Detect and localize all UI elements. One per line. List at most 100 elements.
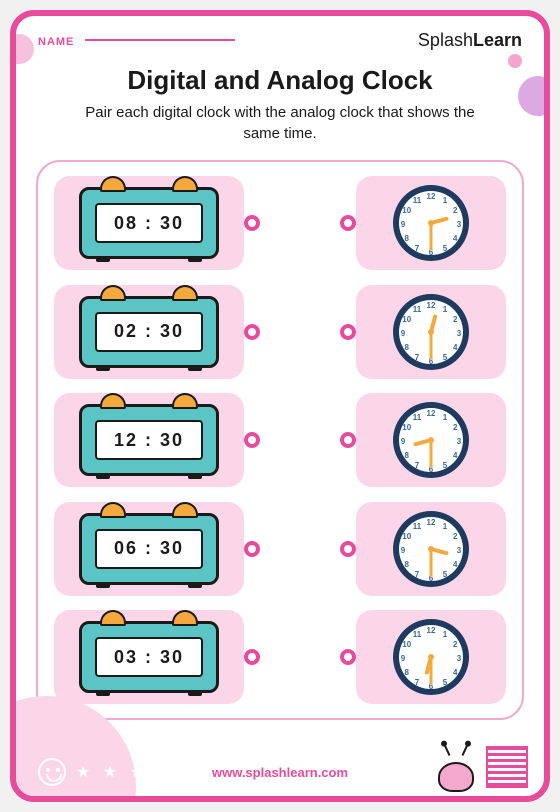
svg-text:9: 9 (401, 546, 406, 555)
connector-ring[interactable] (244, 324, 260, 340)
svg-text:10: 10 (402, 206, 411, 215)
svg-text:2: 2 (453, 315, 458, 324)
matching-area: 08 : 30 123456789101112 02 : 30 12345678 (36, 160, 524, 720)
alarm-clock-icon: 06 : 30 (79, 513, 219, 585)
connector-ring[interactable] (244, 215, 260, 231)
smiley-icon (38, 758, 66, 786)
svg-text:10: 10 (402, 640, 411, 649)
svg-text:10: 10 (402, 532, 411, 541)
connector-ring[interactable] (244, 541, 260, 557)
svg-text:11: 11 (413, 413, 422, 422)
connector-ring[interactable] (244, 432, 260, 448)
header: NAME SplashLearn (16, 16, 544, 57)
digital-time: 08 : 30 (95, 203, 203, 243)
svg-text:8: 8 (405, 668, 410, 677)
svg-text:9: 9 (401, 220, 406, 229)
clock-row: 08 : 30 123456789101112 (54, 176, 506, 270)
svg-text:2: 2 (453, 423, 458, 432)
svg-text:12: 12 (427, 192, 436, 201)
alarm-clock-icon: 03 : 30 (79, 621, 219, 693)
svg-text:3: 3 (457, 546, 462, 555)
alarm-clock-icon: 12 : 30 (79, 404, 219, 476)
connector-ring[interactable] (340, 649, 356, 665)
footer: ★ ★ ★ www.splashlearn.com (16, 748, 544, 796)
svg-text:10: 10 (402, 315, 411, 324)
analog-clock-card[interactable]: 123456789101112 (356, 176, 506, 270)
svg-text:4: 4 (453, 560, 458, 569)
logo-bold: Learn (473, 30, 522, 50)
svg-text:7: 7 (415, 244, 420, 253)
svg-text:12: 12 (427, 409, 436, 418)
name-field: NAME (38, 32, 235, 50)
clock-row: 03 : 30 123456789101112 (54, 610, 506, 704)
digital-clock-card[interactable]: 03 : 30 (54, 610, 244, 704)
brand-logo: SplashLearn (418, 30, 522, 51)
svg-text:8: 8 (405, 343, 410, 352)
svg-text:11: 11 (413, 630, 422, 639)
svg-text:1: 1 (443, 304, 448, 313)
svg-text:4: 4 (453, 451, 458, 460)
logo-prefix: Splash (418, 30, 473, 50)
svg-text:7: 7 (415, 353, 420, 362)
svg-text:2: 2 (453, 206, 458, 215)
svg-text:12: 12 (427, 301, 436, 310)
connector-ring[interactable] (340, 432, 356, 448)
digital-clock-card[interactable]: 08 : 30 (54, 176, 244, 270)
digital-clock-card[interactable]: 06 : 30 (54, 502, 244, 596)
svg-text:7: 7 (415, 678, 420, 687)
svg-text:9: 9 (401, 654, 406, 663)
decor-dot (518, 76, 550, 116)
svg-text:9: 9 (401, 329, 406, 338)
svg-text:4: 4 (453, 668, 458, 677)
digital-time: 02 : 30 (95, 312, 203, 352)
analog-clock-card[interactable]: 123456789101112 (356, 393, 506, 487)
decor-dot (508, 54, 522, 68)
name-label: NAME (38, 36, 74, 48)
svg-text:10: 10 (402, 423, 411, 432)
svg-text:3: 3 (457, 329, 462, 338)
alarm-clock-icon: 08 : 30 (79, 187, 219, 259)
svg-text:1: 1 (443, 630, 448, 639)
name-line[interactable] (85, 39, 235, 41)
digital-clock-card[interactable]: 02 : 30 (54, 285, 244, 379)
connector-ring[interactable] (244, 649, 260, 665)
page-title: Digital and Analog Clock (16, 65, 544, 96)
svg-text:11: 11 (413, 521, 422, 530)
svg-text:11: 11 (413, 304, 422, 313)
svg-text:11: 11 (413, 196, 422, 205)
svg-text:5: 5 (443, 461, 448, 470)
svg-text:7: 7 (415, 570, 420, 579)
svg-text:2: 2 (453, 640, 458, 649)
svg-text:1: 1 (443, 196, 448, 205)
svg-text:5: 5 (443, 353, 448, 362)
svg-text:8: 8 (405, 451, 410, 460)
svg-text:4: 4 (453, 234, 458, 243)
svg-text:3: 3 (457, 654, 462, 663)
instruction-text: Pair each digital clock with the analog … (16, 96, 544, 154)
svg-text:12: 12 (427, 518, 436, 527)
analog-clock-card[interactable]: 123456789101112 (356, 610, 506, 704)
qr-code (486, 746, 528, 788)
mascot-icon (434, 752, 478, 792)
svg-text:1: 1 (443, 413, 448, 422)
svg-text:5: 5 (443, 570, 448, 579)
analog-clock-card[interactable]: 123456789101112 (356, 502, 506, 596)
svg-text:12: 12 (427, 626, 436, 635)
worksheet-page: NAME SplashLearn Digital and Analog Cloc… (10, 10, 550, 802)
alarm-clock-icon: 02 : 30 (79, 296, 219, 368)
clock-row: 06 : 30 123456789101112 (54, 502, 506, 596)
svg-text:1: 1 (443, 521, 448, 530)
svg-text:5: 5 (443, 244, 448, 253)
digital-time: 12 : 30 (95, 420, 203, 460)
digital-clock-card[interactable]: 12 : 30 (54, 393, 244, 487)
svg-text:8: 8 (405, 234, 410, 243)
connector-ring[interactable] (340, 541, 356, 557)
clock-row: 02 : 30 123456789101112 (54, 285, 506, 379)
connector-ring[interactable] (340, 215, 356, 231)
analog-clock-card[interactable]: 123456789101112 (356, 285, 506, 379)
svg-text:9: 9 (401, 437, 406, 446)
svg-text:3: 3 (457, 220, 462, 229)
svg-text:7: 7 (415, 461, 420, 470)
connector-ring[interactable] (340, 324, 356, 340)
svg-text:4: 4 (453, 343, 458, 352)
